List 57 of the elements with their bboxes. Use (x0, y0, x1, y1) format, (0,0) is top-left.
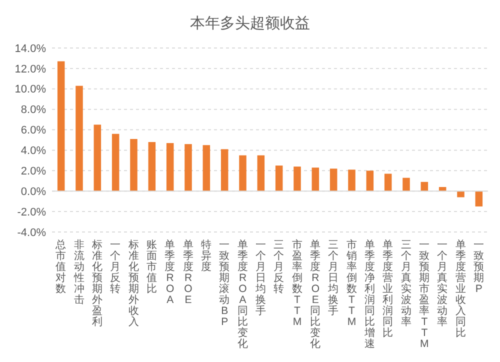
bar (257, 155, 265, 192)
y-tick-label: 2.0% (20, 166, 46, 178)
y-tick-label: 10.0% (14, 84, 46, 96)
bar (275, 166, 283, 192)
bar (239, 155, 246, 192)
x-tick-label: 单季度ROE (182, 238, 194, 306)
bar (220, 149, 228, 192)
category-label: 一致预期市盈率TTM (418, 239, 430, 350)
x-tick-label: 非流动性冲击 (72, 238, 85, 306)
bar (184, 144, 192, 192)
bar (166, 143, 174, 192)
bar (402, 178, 410, 192)
x-tick-label: 标准化预期外收入 (127, 239, 140, 328)
y-tick-label: -4.0% (17, 226, 46, 239)
y-tick-label: -2.0% (17, 206, 46, 218)
category-label: 单季度ROE同比变化 (310, 239, 321, 350)
x-tick-label: 一个月日均换手 (254, 239, 266, 317)
y-tick-label: 12.0% (14, 63, 46, 76)
category-label: 单季度净利润同比增速 (364, 239, 376, 350)
x-tick-label: 三个月真实波动率 (400, 239, 412, 328)
category-label: 单季度营业利润同比 (382, 239, 394, 339)
x-tick-label: 三个月反转 (274, 239, 285, 295)
x-tick-label: 市销率倒数TTM (345, 238, 358, 328)
y-tick-label: 0.0% (20, 186, 46, 198)
y-tick-label: 6.0% (20, 124, 46, 137)
x-tick-label: 一个月反转 (110, 239, 122, 295)
x-tick-label: 单季度ROA (164, 238, 176, 306)
x-tick-label: 三个月日均换手 (327, 239, 340, 317)
bar (475, 191, 483, 206)
bar (330, 168, 338, 192)
y-tick-label: 14.0% (14, 42, 46, 55)
x-tick-label: 市盈率倒数TTM (292, 238, 303, 328)
x-tick-label: 一致预期滚动BP (219, 239, 230, 328)
x-tick-label: 一致预期P (473, 239, 484, 295)
x-tick-label: 一个月真实波动率 (437, 239, 448, 328)
x-tick-label: 总市值对数 (54, 238, 67, 295)
bar (294, 166, 301, 192)
bar (348, 170, 356, 192)
x-tick-label: 特异度 (200, 239, 212, 273)
bar (57, 61, 65, 192)
bar (130, 138, 138, 192)
bar (202, 145, 210, 192)
x-tick-label: 账面市值比 (146, 239, 158, 295)
bar (366, 170, 374, 192)
bar (457, 191, 464, 198)
y-tick-label: 8.0% (20, 104, 46, 116)
bar (148, 142, 156, 192)
bar (384, 174, 392, 192)
chart-title: 本年多头超额收益 (190, 15, 310, 32)
bar (76, 86, 83, 192)
x-tick-label: 标准化预期外盈利 (90, 239, 103, 328)
category-label: 单季度ROA同比变化 (237, 239, 248, 350)
bar (312, 168, 320, 192)
category-label: 单季度营业收入同比 (455, 239, 466, 339)
bar (112, 134, 120, 192)
y-tick-label: 4.0% (20, 145, 46, 158)
bar (94, 124, 102, 192)
